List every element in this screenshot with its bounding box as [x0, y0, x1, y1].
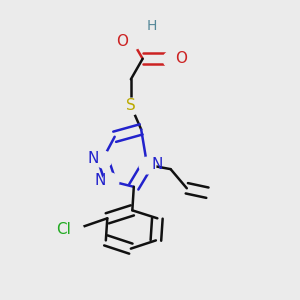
Text: O: O	[116, 34, 128, 49]
Text: O: O	[175, 51, 187, 66]
Text: Cl: Cl	[56, 222, 71, 237]
Text: N: N	[151, 157, 163, 172]
Text: N: N	[87, 151, 99, 166]
Text: S: S	[126, 98, 136, 113]
Text: N: N	[95, 173, 106, 188]
Text: H: H	[146, 19, 157, 33]
